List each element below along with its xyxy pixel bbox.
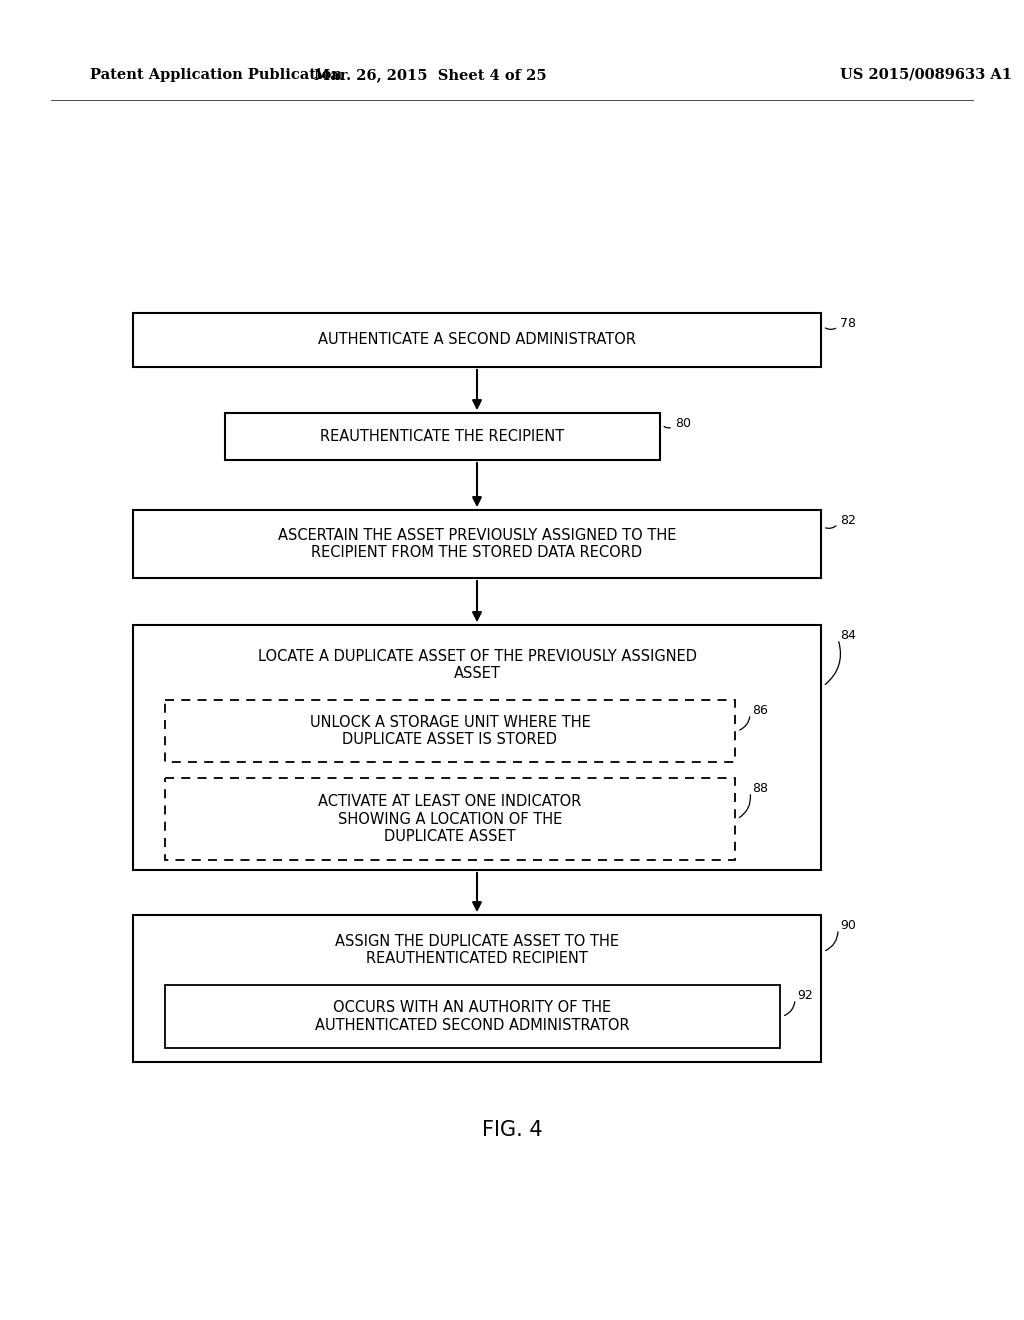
Bar [165,700,735,762]
Bar [133,624,821,870]
Text: 80: 80 [675,417,691,430]
Text: 92: 92 [797,989,813,1002]
Text: US 2015/0089633 A1: US 2015/0089633 A1 [840,69,1012,82]
Text: Mar. 26, 2015  Sheet 4 of 25: Mar. 26, 2015 Sheet 4 of 25 [313,69,547,82]
Text: REAUTHENTICATE THE RECIPIENT: REAUTHENTICATE THE RECIPIENT [321,429,564,444]
Text: 90: 90 [840,919,856,932]
Text: FIG. 4: FIG. 4 [481,1119,543,1140]
Text: OCCURS WITH AN AUTHORITY OF THE
AUTHENTICATED SECOND ADMINISTRATOR: OCCURS WITH AN AUTHORITY OF THE AUTHENTI… [315,1001,630,1032]
Bar [165,985,780,1048]
Text: 88: 88 [752,781,768,795]
Text: ASSIGN THE DUPLICATE ASSET TO THE
REAUTHENTICATED RECIPIENT: ASSIGN THE DUPLICATE ASSET TO THE REAUTH… [335,933,618,966]
Bar [165,777,735,861]
Text: ASCERTAIN THE ASSET PREVIOUSLY ASSIGNED TO THE
RECIPIENT FROM THE STORED DATA RE: ASCERTAIN THE ASSET PREVIOUSLY ASSIGNED … [278,528,676,560]
Bar [133,915,821,1063]
Text: AUTHENTICATE A SECOND ADMINISTRATOR: AUTHENTICATE A SECOND ADMINISTRATOR [318,333,636,347]
Text: ACTIVATE AT LEAST ONE INDICATOR
SHOWING A LOCATION OF THE
DUPLICATE ASSET: ACTIVATE AT LEAST ONE INDICATOR SHOWING … [318,795,582,843]
Text: Patent Application Publication: Patent Application Publication [90,69,342,82]
Text: 86: 86 [752,704,768,717]
Bar [133,510,821,578]
Text: LOCATE A DUPLICATE ASSET OF THE PREVIOUSLY ASSIGNED
ASSET: LOCATE A DUPLICATE ASSET OF THE PREVIOUS… [257,649,696,681]
Text: 82: 82 [840,513,856,527]
Text: UNLOCK A STORAGE UNIT WHERE THE
DUPLICATE ASSET IS STORED: UNLOCK A STORAGE UNIT WHERE THE DUPLICAT… [309,715,591,747]
Text: 78: 78 [840,317,856,330]
Bar [133,313,821,367]
Text: 84: 84 [840,630,856,642]
Bar [225,413,660,459]
